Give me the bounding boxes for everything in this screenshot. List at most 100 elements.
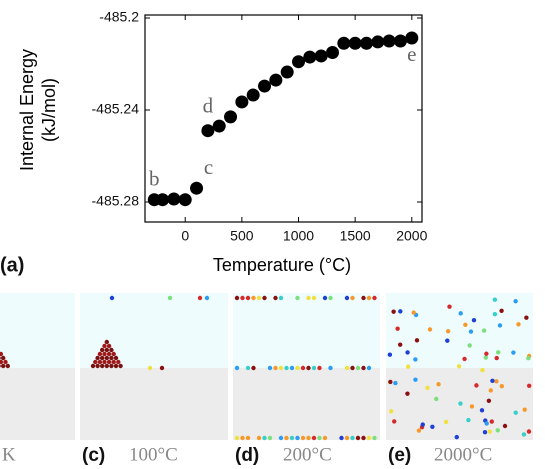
atom (95, 363, 100, 369)
atom (511, 350, 516, 355)
atom (295, 365, 300, 371)
atom (306, 365, 311, 371)
atom (113, 363, 119, 369)
atom (116, 359, 121, 365)
atom (267, 365, 273, 371)
atom (458, 401, 463, 406)
atom (430, 424, 435, 429)
atom (197, 295, 203, 301)
atom (90, 363, 96, 369)
atom (522, 407, 527, 412)
atom (284, 365, 289, 371)
atom (278, 295, 284, 301)
data-point (382, 34, 396, 48)
atom (389, 409, 394, 414)
atom (405, 391, 410, 396)
atom (482, 429, 488, 435)
atom (350, 295, 355, 301)
atom (489, 419, 494, 424)
atom (100, 355, 105, 361)
atom (350, 435, 355, 441)
atom (289, 435, 295, 441)
atom (147, 365, 153, 371)
atom (474, 383, 479, 388)
atom (256, 435, 262, 441)
annotation: c (204, 155, 213, 179)
atom (240, 435, 245, 441)
plot-frame (144, 14, 423, 223)
atom (366, 295, 372, 301)
atom (93, 359, 98, 365)
atom (443, 419, 449, 425)
atom (502, 423, 508, 429)
atom (102, 343, 107, 349)
atom (524, 315, 529, 320)
atom (366, 365, 372, 371)
panel-caption: 2000°C (434, 444, 492, 465)
atom (492, 297, 498, 302)
atom (295, 435, 300, 441)
atom (100, 363, 105, 369)
atom (322, 435, 328, 441)
x-tick-label: 2000 (396, 228, 427, 244)
atom (516, 322, 521, 327)
vacuum-region (233, 293, 380, 368)
atom (434, 396, 439, 402)
data-point (371, 35, 385, 49)
substrate-region (80, 368, 228, 440)
atom (234, 295, 240, 301)
atom (245, 365, 251, 371)
atom (513, 299, 518, 304)
atom (526, 383, 532, 389)
snapshot-panels (0, 293, 533, 441)
atom (471, 318, 477, 323)
atom (454, 434, 459, 440)
atom (480, 367, 485, 373)
atom (344, 435, 350, 441)
atom (405, 350, 410, 355)
atom (361, 365, 366, 371)
data-point (405, 31, 419, 45)
x-tick-label: 1500 (340, 228, 371, 244)
data-point (337, 36, 351, 50)
atom (5, 363, 10, 369)
data-point (201, 124, 215, 138)
data-point (359, 36, 373, 50)
atom (106, 359, 112, 365)
atom (109, 295, 115, 301)
atom (104, 339, 110, 345)
atom (393, 380, 398, 386)
atom (104, 347, 110, 353)
atom (0, 355, 6, 361)
atom (416, 428, 422, 433)
atom (447, 304, 452, 309)
data-point (348, 36, 362, 50)
atom (479, 408, 485, 413)
atom (481, 328, 487, 333)
panel-label: (d) (235, 445, 259, 466)
atom (456, 364, 462, 369)
atom (372, 295, 377, 301)
atom (0, 351, 4, 357)
annotation: b (149, 167, 160, 191)
y-tick-label: -485.28 (92, 193, 140, 209)
atom (526, 356, 531, 361)
atom (106, 343, 112, 349)
atom (344, 365, 350, 371)
atom (467, 343, 472, 348)
atom (388, 379, 393, 385)
y-tick-label: -485.2 (99, 9, 139, 25)
atom (425, 385, 430, 391)
atom (273, 365, 278, 371)
atom (311, 365, 317, 371)
atom (284, 435, 289, 441)
atom (391, 309, 396, 314)
atom (267, 435, 273, 441)
panel-label: (a) (0, 254, 24, 276)
atom (95, 355, 100, 361)
atom (468, 329, 474, 334)
atom (0, 356, 1, 360)
data-point (156, 193, 170, 207)
atom (488, 388, 493, 393)
